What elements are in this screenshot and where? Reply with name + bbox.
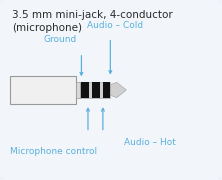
Text: Audio – Cold: Audio – Cold xyxy=(87,21,143,30)
Text: 3.5 mm mini-jack, 4-conductor
(microphone): 3.5 mm mini-jack, 4-conductor (microphon… xyxy=(12,10,173,33)
Bar xyxy=(92,82,100,98)
Bar xyxy=(10,76,76,104)
Bar xyxy=(80,82,110,98)
Text: Audio – Hot: Audio – Hot xyxy=(124,138,176,147)
Text: Microphone control: Microphone control xyxy=(10,147,97,156)
Bar xyxy=(81,82,89,98)
Text: Ground: Ground xyxy=(44,35,77,44)
Polygon shape xyxy=(110,82,126,98)
Bar xyxy=(103,82,110,98)
Bar xyxy=(76,82,80,98)
